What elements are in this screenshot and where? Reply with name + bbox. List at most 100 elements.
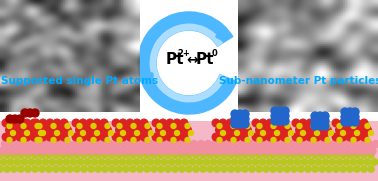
Circle shape [171, 123, 176, 129]
Circle shape [320, 133, 328, 141]
Circle shape [16, 119, 24, 127]
Circle shape [308, 159, 315, 165]
Circle shape [281, 117, 289, 125]
Circle shape [364, 126, 371, 134]
Circle shape [79, 133, 87, 141]
Circle shape [372, 140, 378, 148]
Circle shape [266, 133, 274, 141]
Text: Pt: Pt [196, 52, 214, 68]
Circle shape [316, 112, 324, 120]
Circle shape [217, 123, 222, 129]
Circle shape [163, 126, 170, 134]
Circle shape [18, 152, 24, 158]
Circle shape [353, 119, 361, 127]
Circle shape [11, 131, 15, 136]
Circle shape [271, 107, 279, 115]
Circle shape [119, 159, 126, 165]
Circle shape [135, 131, 139, 136]
Circle shape [183, 140, 191, 148]
Circle shape [123, 166, 129, 172]
Circle shape [172, 152, 178, 158]
Circle shape [313, 133, 321, 141]
Circle shape [277, 126, 284, 134]
Circle shape [35, 123, 40, 129]
Circle shape [50, 126, 57, 134]
Circle shape [25, 131, 29, 136]
Circle shape [210, 159, 217, 165]
Circle shape [112, 133, 120, 141]
Circle shape [157, 123, 162, 129]
Circle shape [305, 166, 311, 172]
Circle shape [325, 123, 330, 129]
Circle shape [154, 159, 161, 165]
Circle shape [360, 133, 368, 141]
Circle shape [291, 166, 297, 172]
Circle shape [320, 119, 328, 127]
Circle shape [173, 148, 180, 155]
Circle shape [23, 140, 29, 148]
Circle shape [30, 119, 38, 127]
Circle shape [306, 148, 313, 155]
Circle shape [322, 159, 329, 165]
Circle shape [182, 159, 189, 165]
Circle shape [240, 133, 248, 141]
Circle shape [51, 123, 56, 129]
Circle shape [292, 119, 300, 127]
Circle shape [230, 126, 237, 134]
Circle shape [297, 138, 302, 142]
Circle shape [249, 166, 255, 172]
Circle shape [25, 166, 31, 172]
Circle shape [13, 126, 20, 134]
Circle shape [299, 148, 306, 155]
Circle shape [332, 119, 340, 127]
Circle shape [196, 159, 203, 165]
Circle shape [93, 133, 101, 141]
Circle shape [175, 131, 180, 136]
Circle shape [185, 138, 190, 142]
Circle shape [212, 119, 220, 127]
Circle shape [81, 166, 87, 172]
Circle shape [346, 113, 354, 121]
Circle shape [277, 166, 283, 172]
Circle shape [288, 140, 296, 148]
Circle shape [4, 166, 10, 172]
Circle shape [33, 148, 40, 155]
Circle shape [273, 159, 280, 165]
Circle shape [25, 152, 31, 158]
Circle shape [329, 159, 336, 165]
Circle shape [105, 123, 110, 129]
Circle shape [341, 118, 349, 126]
Circle shape [32, 133, 40, 141]
Circle shape [350, 126, 357, 134]
Circle shape [179, 152, 185, 158]
Circle shape [166, 148, 173, 155]
Circle shape [256, 126, 263, 134]
Circle shape [361, 166, 367, 172]
Circle shape [351, 118, 359, 126]
Circle shape [156, 126, 163, 134]
Circle shape [121, 140, 127, 148]
Circle shape [271, 117, 279, 125]
Circle shape [57, 126, 64, 134]
Circle shape [138, 148, 145, 155]
Circle shape [263, 126, 270, 134]
Circle shape [353, 133, 361, 141]
Circle shape [49, 159, 56, 165]
Circle shape [189, 131, 194, 136]
Circle shape [27, 126, 34, 134]
Circle shape [91, 123, 96, 129]
Circle shape [284, 166, 290, 172]
Circle shape [336, 159, 343, 165]
Circle shape [242, 152, 248, 158]
Circle shape [339, 119, 347, 127]
Circle shape [334, 148, 341, 155]
Circle shape [84, 159, 91, 165]
Circle shape [65, 138, 70, 142]
Circle shape [221, 152, 227, 158]
Circle shape [369, 148, 376, 155]
PathPatch shape [0, 169, 378, 181]
Circle shape [173, 119, 181, 127]
Circle shape [254, 140, 260, 148]
Circle shape [189, 159, 196, 165]
Circle shape [110, 148, 117, 155]
